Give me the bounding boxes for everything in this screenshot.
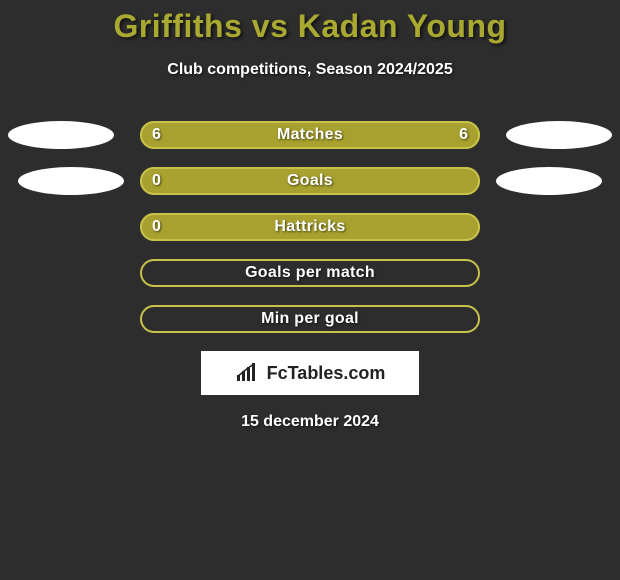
brand-text: FcTables.com xyxy=(267,363,386,384)
stat-bar: Min per goal xyxy=(140,305,480,333)
stat-row: 6 6 Matches xyxy=(0,121,620,149)
stat-bar: 0 Hattricks xyxy=(140,213,480,241)
stat-value-right: 6 xyxy=(459,126,468,144)
stat-row: 0 Hattricks xyxy=(0,213,620,241)
stats-list: 6 6 Matches 0 Goals 0 Hattricks Goals per match… xyxy=(0,121,620,333)
stat-label: Hattricks xyxy=(274,218,345,236)
stat-bar: Goals per match xyxy=(140,259,480,287)
stat-value-left: 0 xyxy=(152,172,161,190)
stat-row: Goals per match xyxy=(0,259,620,287)
player-oval-left xyxy=(18,167,124,195)
date-label: 15 december 2024 xyxy=(0,413,620,431)
player-oval-right xyxy=(506,121,612,149)
stat-value-left: 0 xyxy=(152,218,161,236)
subtitle: Club competitions, Season 2024/2025 xyxy=(0,61,620,79)
comparison-infographic: Griffiths vs Kadan Young Club competitio… xyxy=(0,0,620,431)
stat-row: Min per goal xyxy=(0,305,620,333)
stat-label: Matches xyxy=(277,126,343,144)
stat-value-left: 6 xyxy=(152,126,161,144)
stat-label: Goals xyxy=(287,172,333,190)
chart-icon xyxy=(235,363,261,383)
player-oval-right xyxy=(496,167,602,195)
stat-bar: 0 Goals xyxy=(140,167,480,195)
brand-badge: FcTables.com xyxy=(201,351,419,395)
page-title: Griffiths vs Kadan Young xyxy=(0,8,620,45)
player-oval-left xyxy=(8,121,114,149)
stat-label: Goals per match xyxy=(245,264,375,282)
stat-bar: 6 6 Matches xyxy=(140,121,480,149)
stat-label: Min per goal xyxy=(261,310,359,328)
stat-row: 0 Goals xyxy=(0,167,620,195)
